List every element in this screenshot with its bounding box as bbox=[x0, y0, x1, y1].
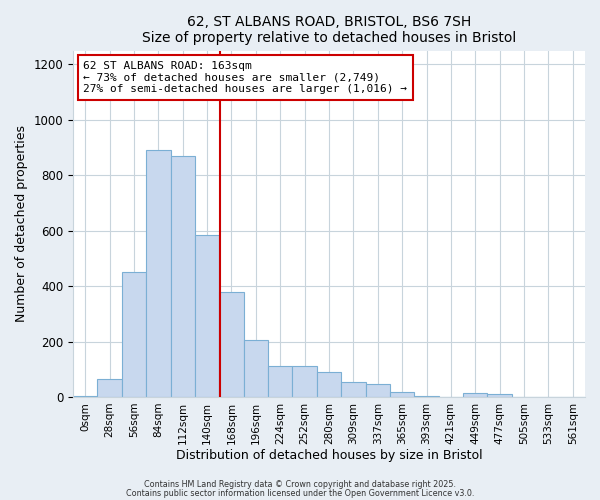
Text: Contains public sector information licensed under the Open Government Licence v3: Contains public sector information licen… bbox=[126, 488, 474, 498]
Bar bbox=[341, 382, 365, 397]
Bar bbox=[220, 292, 244, 397]
Bar bbox=[292, 366, 317, 397]
Bar bbox=[73, 396, 97, 397]
Bar bbox=[170, 156, 195, 397]
Bar bbox=[317, 372, 341, 397]
Bar bbox=[365, 384, 390, 397]
X-axis label: Distribution of detached houses by size in Bristol: Distribution of detached houses by size … bbox=[176, 450, 482, 462]
Bar bbox=[97, 379, 122, 397]
Bar bbox=[390, 392, 415, 397]
Bar bbox=[415, 396, 439, 397]
Bar bbox=[268, 366, 292, 397]
Bar bbox=[244, 340, 268, 397]
Y-axis label: Number of detached properties: Number of detached properties bbox=[15, 125, 28, 322]
Bar bbox=[122, 272, 146, 397]
Title: 62, ST ALBANS ROAD, BRISTOL, BS6 7SH
Size of property relative to detached house: 62, ST ALBANS ROAD, BRISTOL, BS6 7SH Siz… bbox=[142, 15, 516, 45]
Text: Contains HM Land Registry data © Crown copyright and database right 2025.: Contains HM Land Registry data © Crown c… bbox=[144, 480, 456, 489]
Bar bbox=[146, 150, 170, 397]
Text: 62 ST ALBANS ROAD: 163sqm
← 73% of detached houses are smaller (2,749)
27% of se: 62 ST ALBANS ROAD: 163sqm ← 73% of detac… bbox=[83, 61, 407, 94]
Bar bbox=[195, 235, 220, 397]
Bar bbox=[463, 394, 487, 397]
Bar bbox=[487, 394, 512, 397]
